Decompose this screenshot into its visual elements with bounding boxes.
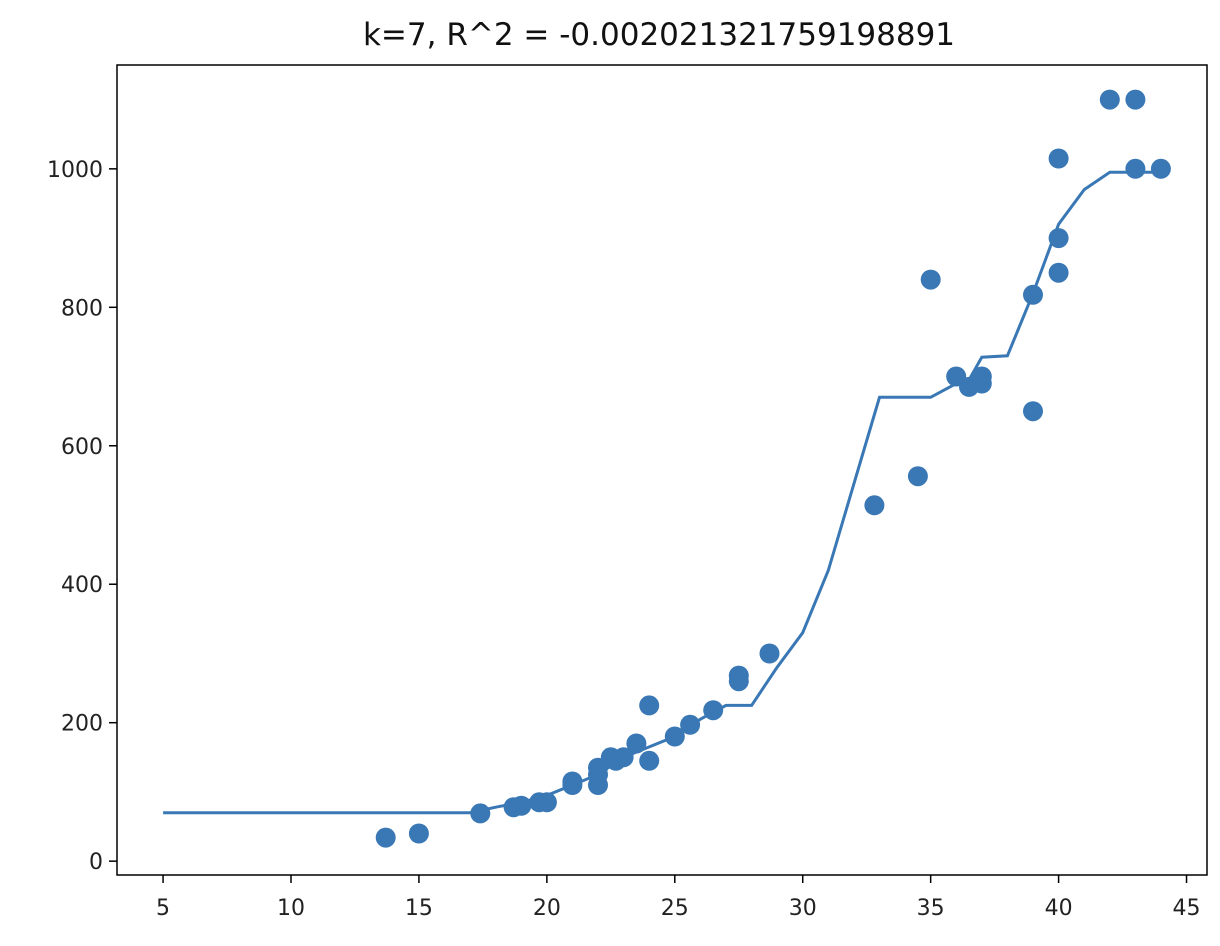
- data-point: [1023, 401, 1043, 422]
- data-point: [639, 750, 660, 771]
- data-point: [971, 366, 992, 387]
- y-tick-label: 400: [61, 573, 103, 598]
- data-point: [1048, 228, 1069, 249]
- y-tick-label: 800: [61, 296, 103, 321]
- data-point: [626, 733, 647, 754]
- data-point: [408, 823, 429, 844]
- data-point: [511, 795, 532, 816]
- data-point: [1048, 262, 1069, 283]
- data-point: [864, 495, 885, 516]
- data-point: [1099, 89, 1120, 110]
- data-point: [1023, 284, 1043, 305]
- data-point: [703, 700, 724, 721]
- data-point: [1125, 158, 1146, 179]
- x-tick-label: 30: [789, 896, 817, 921]
- data-point: [470, 803, 491, 824]
- data-point: [907, 466, 928, 487]
- data-point: [1048, 148, 1069, 169]
- data-point: [664, 726, 685, 747]
- fit-line: [163, 170, 1161, 815]
- data-point: [920, 269, 941, 290]
- data-point: [639, 695, 660, 716]
- x-tick-label: 45: [1173, 896, 1201, 921]
- y-tick-label: 1000: [47, 158, 103, 183]
- y-tick-label: 0: [89, 850, 103, 875]
- y-tick-label: 200: [61, 712, 103, 737]
- x-tick-label: 40: [1045, 896, 1073, 921]
- data-point: [375, 827, 396, 848]
- x-tick-label: 10: [277, 896, 305, 921]
- x-tick-label: 35: [917, 896, 945, 921]
- data-point: [1125, 89, 1146, 110]
- x-tick-label: 20: [533, 896, 561, 921]
- x-tick-label: 15: [405, 896, 433, 921]
- chart-title: k=7, R^2 = -0.002021321759198891: [363, 17, 955, 53]
- data-point: [613, 747, 634, 768]
- x-tick-label: 25: [661, 896, 689, 921]
- data-point: [680, 714, 701, 735]
- data-point: [562, 771, 583, 792]
- y-tick-label: 600: [61, 435, 103, 460]
- data-point: [759, 643, 780, 664]
- x-tick-label: 5: [156, 896, 170, 921]
- data-point: [536, 792, 557, 813]
- axes-frame: [116, 64, 1208, 876]
- data-point: [728, 665, 749, 686]
- data-point: [1150, 158, 1171, 179]
